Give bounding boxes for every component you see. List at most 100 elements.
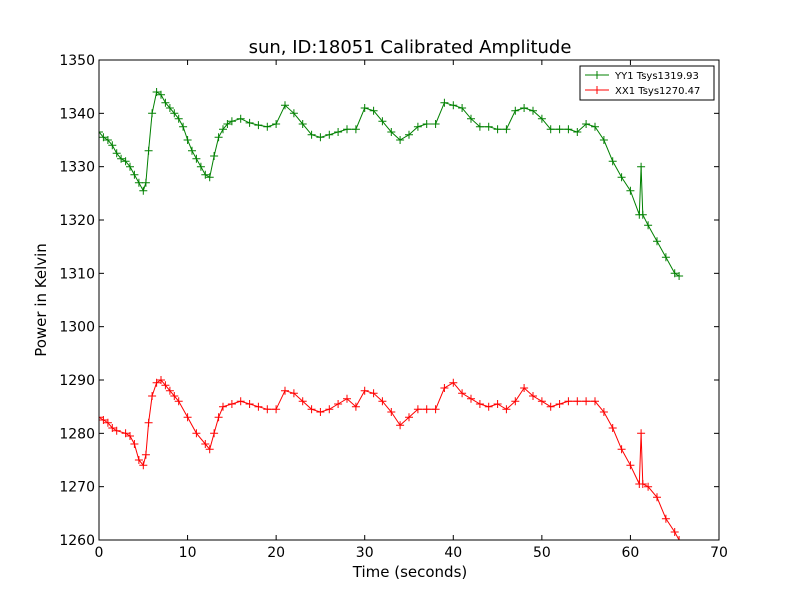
ticks-layer: 0 10 20 30 40 50 60 70 1260 1270 1280 1290 1300 1310 1…	[59, 53, 728, 561]
data-point-marker	[351, 125, 360, 134]
data-point-marker	[511, 397, 520, 406]
data-point-marker	[112, 149, 121, 158]
data-point-marker	[134, 456, 143, 464]
plot-frame	[98, 59, 720, 541]
series-layer	[99, 88, 684, 540]
data-point-marker	[467, 394, 475, 403]
data-point-marker	[157, 376, 165, 384]
data-point-marker	[653, 493, 661, 502]
data-point-marker	[343, 125, 351, 134]
data-point-marker	[520, 384, 529, 392]
data-point-marker	[617, 445, 626, 454]
data-point-marker	[325, 405, 334, 414]
x-tick-label: 40	[444, 545, 462, 561]
x-tick-label: 70	[710, 545, 728, 561]
data-point-marker	[272, 405, 281, 414]
y-tick-label: 1350	[59, 53, 95, 69]
data-point-marker	[431, 405, 440, 414]
y-tick-label: 1260	[59, 533, 95, 549]
y-axis-label: Power in Kelvin	[32, 243, 50, 357]
y-tick-label: 1310	[59, 266, 95, 282]
data-point-marker	[555, 125, 564, 134]
data-point-marker	[493, 125, 502, 134]
data-point-marker	[475, 122, 484, 131]
data-point-marker	[183, 413, 192, 422]
data-point-marker	[637, 429, 646, 438]
data-point-marker	[152, 378, 161, 387]
x-tick-label: 20	[267, 545, 285, 561]
data-point-marker	[121, 429, 130, 438]
data-point-marker	[263, 405, 272, 414]
x-tick-label: 0	[95, 545, 104, 561]
data-point-marker	[223, 120, 232, 128]
data-point-marker	[378, 397, 387, 406]
data-point-marker	[493, 400, 502, 408]
data-point-marker	[334, 128, 343, 136]
data-point-marker	[298, 120, 307, 128]
data-point-marker	[161, 98, 170, 107]
data-point-marker	[467, 114, 475, 123]
legend-box	[579, 65, 715, 101]
data-point-marker	[201, 170, 210, 179]
data-point-marker	[245, 118, 254, 127]
y-tick-label: 1290	[59, 373, 95, 389]
data-point-marker	[475, 400, 484, 408]
data-point-marker	[103, 418, 112, 427]
data-point-marker	[108, 141, 117, 150]
x-axis-label: Time (seconds)	[352, 563, 468, 581]
data-point-marker	[325, 130, 334, 139]
data-point-marker	[307, 405, 316, 414]
data-point-marker	[440, 98, 449, 107]
data-point-marker	[422, 120, 431, 128]
y-tick-label: 1280	[59, 426, 95, 442]
data-point-marker	[126, 162, 134, 171]
data-point-marker	[564, 125, 573, 134]
data-point-marker	[117, 154, 126, 163]
data-point-marker	[405, 413, 413, 422]
data-point-marker	[422, 405, 431, 414]
data-point-marker	[653, 237, 661, 246]
data-point-marker	[449, 101, 458, 110]
data-point-marker	[449, 378, 458, 387]
data-point-marker	[165, 104, 174, 112]
data-point-marker	[626, 186, 635, 195]
data-point-marker	[405, 130, 413, 139]
data-point-marker	[637, 162, 646, 171]
data-point-marker	[334, 400, 343, 408]
data-point-marker	[219, 125, 227, 134]
data-point-marker	[103, 136, 112, 144]
data-point-marker	[638, 480, 647, 488]
data-point-marker	[564, 397, 573, 406]
data-point-marker	[608, 424, 617, 432]
data-point-marker	[236, 114, 245, 123]
data-point-marker	[396, 136, 405, 144]
y-tick-label: 1320	[59, 213, 95, 229]
data-point-marker	[210, 429, 219, 438]
data-point-marker	[210, 152, 219, 160]
data-point-marker	[617, 173, 626, 182]
data-point-marker	[139, 461, 148, 470]
data-point-marker	[537, 397, 546, 406]
data-point-marker	[670, 528, 679, 536]
data-point-marker	[675, 272, 684, 280]
data-point-marker	[378, 117, 387, 126]
data-point-marker	[360, 386, 369, 395]
data-point-marker	[316, 133, 325, 142]
data-point-marker	[387, 408, 396, 416]
y-tick-label: 1340	[59, 106, 95, 122]
data-point-marker	[289, 109, 298, 118]
data-point-marker	[661, 253, 670, 262]
data-point-marker	[205, 445, 214, 454]
data-point-marker	[157, 90, 165, 99]
legend: YY1 Tsys1319.93 XX1 Tsys1270.47	[579, 65, 715, 101]
data-point-marker	[387, 128, 396, 136]
data-point-marker	[236, 397, 245, 406]
x-tick-label: 10	[179, 545, 197, 561]
data-point-marker	[263, 122, 272, 131]
x-tick-label: 50	[533, 545, 551, 561]
data-point-marker	[165, 386, 174, 395]
y-tick-label: 1300	[59, 320, 95, 336]
data-point-marker	[130, 170, 139, 179]
data-point-marker	[227, 400, 236, 408]
